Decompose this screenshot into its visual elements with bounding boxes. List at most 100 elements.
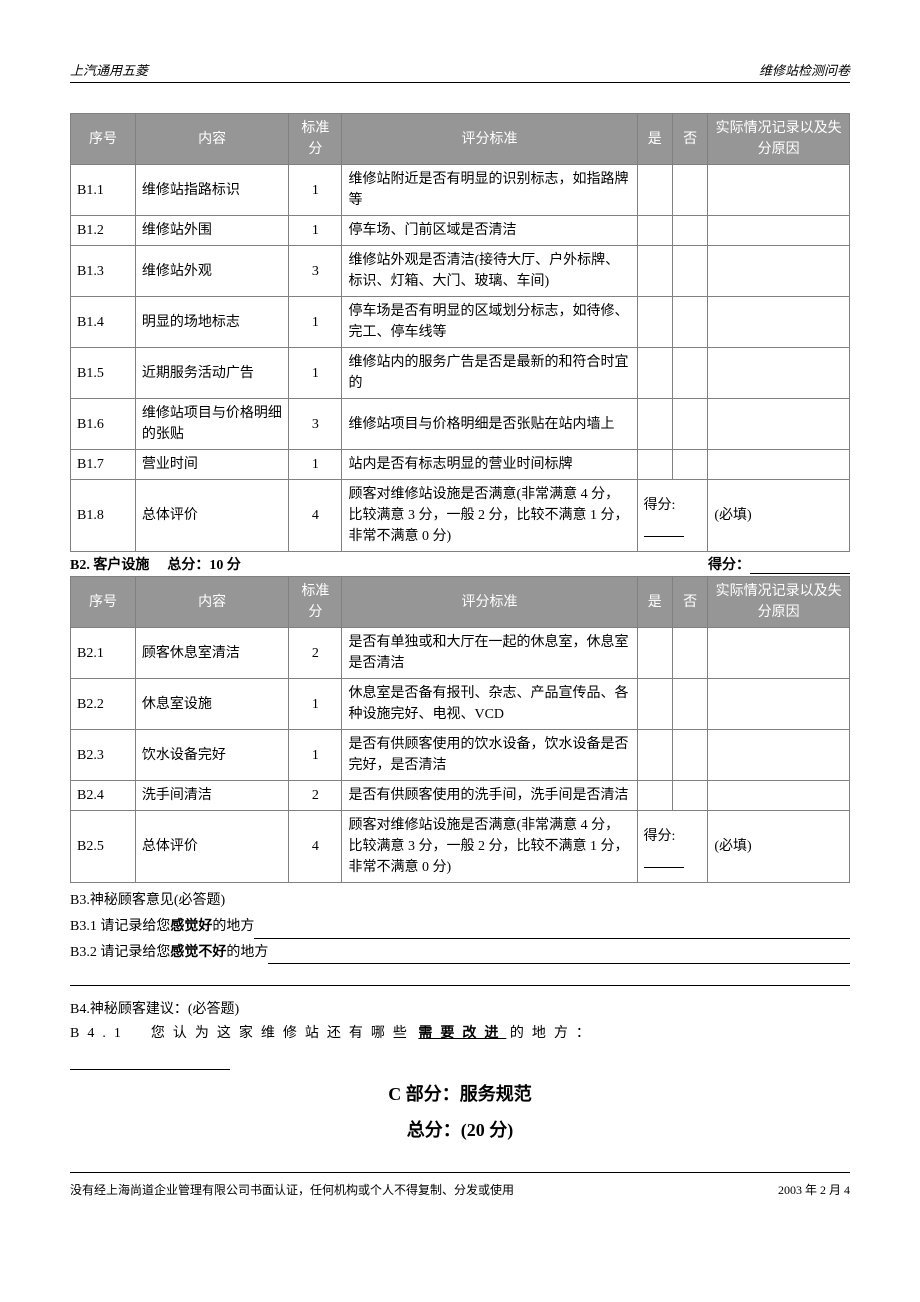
cell-yes[interactable]	[637, 679, 672, 730]
table-b2: 序号 内容 标准分 评分标准 是 否 实际情况记录以及失分原因 B2.1顾客休息…	[70, 576, 850, 883]
cell-no[interactable]	[672, 399, 707, 450]
cell-no[interactable]	[672, 628, 707, 679]
cell-id: B2.2	[71, 679, 136, 730]
table-row: B1.2维修站外围1停车场、门前区域是否清洁	[71, 216, 850, 246]
table-row: B1.1维修站指路标识1维修站附近是否有明显的识别标志，如指路牌等	[71, 165, 850, 216]
cell-no[interactable]	[672, 246, 707, 297]
cell-note[interactable]	[708, 399, 850, 450]
cell-yes[interactable]	[637, 348, 672, 399]
cell-score[interactable]: 得分:	[637, 480, 708, 552]
cell-criteria: 停车场、门前区域是否清洁	[342, 216, 637, 246]
cell-no[interactable]	[672, 216, 707, 246]
cell-std: 1	[289, 348, 342, 399]
cell-note[interactable]	[708, 165, 850, 216]
cell-yes[interactable]	[637, 246, 672, 297]
b2-score-blank[interactable]	[750, 560, 850, 574]
cell-note[interactable]	[708, 450, 850, 480]
th-id: 序号	[71, 577, 136, 628]
cell-note[interactable]: (必填)	[708, 480, 850, 552]
cell-yes[interactable]	[637, 781, 672, 811]
cell-yes[interactable]	[637, 297, 672, 348]
cell-yes[interactable]	[637, 399, 672, 450]
b3-q1-blank[interactable]	[254, 925, 850, 939]
th-no: 否	[672, 577, 707, 628]
table-row: B1.8总体评价4顾客对维修站设施是否满意(非常满意 4 分，比较满意 3 分，…	[71, 480, 850, 552]
page-header: 上汽通用五菱 维修站检测问卷	[70, 60, 850, 82]
cell-std: 4	[289, 480, 342, 552]
cell-content: 总体评价	[135, 811, 288, 883]
cell-std: 1	[289, 216, 342, 246]
b2-total: 总分：10 分	[167, 554, 241, 574]
cell-yes[interactable]	[637, 450, 672, 480]
cell-no[interactable]	[672, 165, 707, 216]
cell-criteria: 顾客对维修站设施是否满意(非常满意 4 分，比较满意 3 分，一般 2 分，比较…	[342, 480, 637, 552]
cell-criteria: 是否有供顾客使用的饮水设备，饮水设备是否完好，是否清洁	[342, 730, 637, 781]
cell-note[interactable]	[708, 679, 850, 730]
cell-criteria: 是否有供顾客使用的洗手间，洗手间是否清洁	[342, 781, 637, 811]
cell-note[interactable]	[708, 216, 850, 246]
cell-std: 3	[289, 399, 342, 450]
th-std: 标准分	[289, 114, 342, 165]
b4-blank[interactable]	[70, 1056, 230, 1070]
cell-criteria: 维修站项目与价格明细是否张贴在站内墙上	[342, 399, 637, 450]
b2-section-header: B2. 客户设施 总分：10 分 得分：	[70, 554, 850, 574]
cell-criteria: 是否有单独或和大厅在一起的休息室，休息室是否清洁	[342, 628, 637, 679]
cell-score[interactable]: 得分:	[637, 811, 708, 883]
table-header-row: 序号 内容 标准分 评分标准 是 否 实际情况记录以及失分原因	[71, 577, 850, 628]
cell-no[interactable]	[672, 679, 707, 730]
cell-content: 维修站项目与价格明细的张贴	[135, 399, 288, 450]
table-row: B2.2休息室设施1休息室是否备有报刊、杂志、产品宣传品、各种设施完好、电视、V…	[71, 679, 850, 730]
cell-id: B2.5	[71, 811, 136, 883]
cell-content: 总体评价	[135, 480, 288, 552]
cell-note[interactable]	[708, 730, 850, 781]
cell-note[interactable]	[708, 781, 850, 811]
cell-id: B1.4	[71, 297, 136, 348]
b3-extra-blank[interactable]	[70, 970, 850, 986]
cell-std: 1	[289, 679, 342, 730]
cell-std: 1	[289, 730, 342, 781]
cell-criteria: 维修站内的服务广告是否是最新的和符合时宜的	[342, 348, 637, 399]
table-row: B2.4洗手间清洁2是否有供顾客使用的洗手间，洗手间是否清洁	[71, 781, 850, 811]
cell-id: B2.1	[71, 628, 136, 679]
cell-no[interactable]	[672, 730, 707, 781]
cell-note[interactable]: (必填)	[708, 811, 850, 883]
footer-left: 没有经上海尚道企业管理有限公司书面认证，任何机构或个人不得复制、分发或使用	[70, 1181, 514, 1198]
th-content: 内容	[135, 577, 288, 628]
cell-note[interactable]	[708, 628, 850, 679]
cell-no[interactable]	[672, 348, 707, 399]
table-row: B1.3维修站外观3维修站外观是否清洁(接待大厅、户外标牌、标识、灯箱、大门、玻…	[71, 246, 850, 297]
cell-note[interactable]	[708, 297, 850, 348]
cell-id: B1.2	[71, 216, 136, 246]
cell-content: 维修站外围	[135, 216, 288, 246]
table-row: B1.4明显的场地标志1停车场是否有明显的区域划分标志，如待修、完工、停车线等	[71, 297, 850, 348]
cell-id: B1.3	[71, 246, 136, 297]
cell-std: 4	[289, 811, 342, 883]
cell-yes[interactable]	[637, 165, 672, 216]
cell-no[interactable]	[672, 297, 707, 348]
cell-yes[interactable]	[637, 628, 672, 679]
cell-yes[interactable]	[637, 730, 672, 781]
header-underline	[70, 82, 850, 83]
cell-content: 明显的场地标志	[135, 297, 288, 348]
cell-content: 营业时间	[135, 450, 288, 480]
cell-id: B1.7	[71, 450, 136, 480]
cell-no[interactable]	[672, 450, 707, 480]
cell-std: 2	[289, 628, 342, 679]
th-no: 否	[672, 114, 707, 165]
cell-content: 顾客休息室清洁	[135, 628, 288, 679]
cell-yes[interactable]	[637, 216, 672, 246]
cell-note[interactable]	[708, 246, 850, 297]
b2-title: B2. 客户设施	[70, 554, 149, 574]
footer-right: 2003 年 2 月 4	[778, 1181, 850, 1198]
cell-criteria: 休息室是否备有报刊、杂志、产品宣传品、各种设施完好、电视、VCD	[342, 679, 637, 730]
partc-title-2: 总分：(20 分)	[70, 1116, 850, 1142]
b3-block: B3.神秘顾客意见(必答题) B3.1 请记录给您 感觉好 的地方 B3.2 请…	[70, 889, 850, 986]
th-criteria: 评分标准	[342, 114, 637, 165]
b3-q2: B3.2 请记录给您 感觉不好 的地方	[70, 941, 850, 965]
b3-q2-blank[interactable]	[268, 950, 850, 964]
cell-note[interactable]	[708, 348, 850, 399]
th-note: 实际情况记录以及失分原因	[708, 114, 850, 165]
cell-std: 1	[289, 450, 342, 480]
b4-title: B4.神秘顾客建议：(必答题)	[70, 998, 850, 1022]
cell-no[interactable]	[672, 781, 707, 811]
